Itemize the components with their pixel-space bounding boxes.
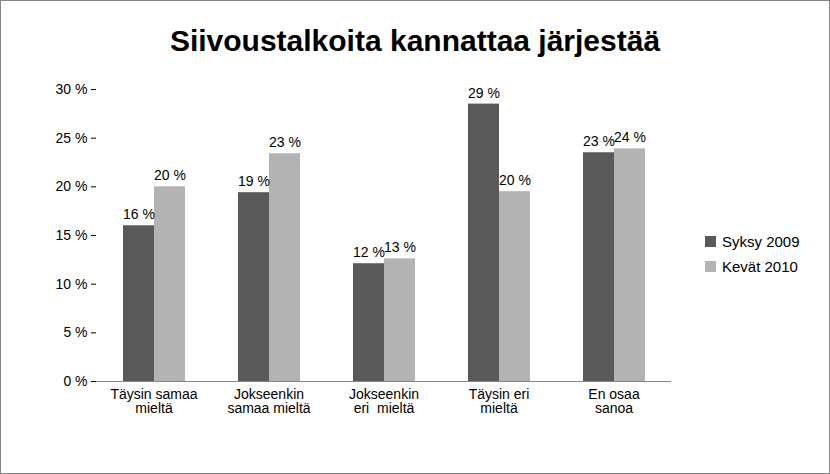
svg-text:20 %: 20 % bbox=[154, 167, 186, 183]
svg-text:23 %: 23 % bbox=[583, 133, 615, 149]
svg-text:30 %: 30 % bbox=[56, 81, 88, 97]
svg-text:16 %: 16 % bbox=[123, 206, 155, 222]
html-text:Siivoustalkoita kannattaa järj: Siivoustalkoita kannattaa järjestää bbox=[169, 24, 661, 57]
svg-text:12 %: 12 % bbox=[353, 244, 385, 260]
svg-text:15 %: 15 % bbox=[56, 227, 88, 243]
html-text:Syksy 2009: Syksy 2009 bbox=[722, 233, 800, 250]
svg-text:10 %: 10 % bbox=[56, 276, 88, 292]
svg-text:Täysin samaamieltä: Täysin samaamieltä bbox=[110, 386, 197, 416]
svg-text:Jokseenkineri mieltä: Jokseenkineri mieltä bbox=[349, 386, 419, 416]
svg-text:24 %: 24 % bbox=[614, 129, 646, 145]
svg-text:0 %: 0 % bbox=[63, 373, 87, 389]
svg-text:23 %: 23 % bbox=[269, 134, 301, 150]
svg-text:En osaasanoa: En osaasanoa bbox=[588, 386, 640, 416]
svg-text:Täysin erimieltä: Täysin erimieltä bbox=[469, 386, 530, 416]
svg-text:29 %: 29 % bbox=[468, 85, 500, 101]
svg-text:20 %: 20 % bbox=[499, 172, 531, 188]
svg-text:20 %: 20 % bbox=[56, 178, 88, 194]
svg-text:Jokseenkinsamaa mieltä: Jokseenkinsamaa mieltä bbox=[227, 386, 310, 416]
svg-text:13 %: 13 % bbox=[384, 239, 416, 255]
svg-text:5 %: 5 % bbox=[63, 324, 87, 340]
svg-text:25 %: 25 % bbox=[56, 130, 88, 146]
svg-text:19 %: 19 % bbox=[238, 173, 270, 189]
html-text:Kevät 2010: Kevät 2010 bbox=[722, 258, 798, 275]
